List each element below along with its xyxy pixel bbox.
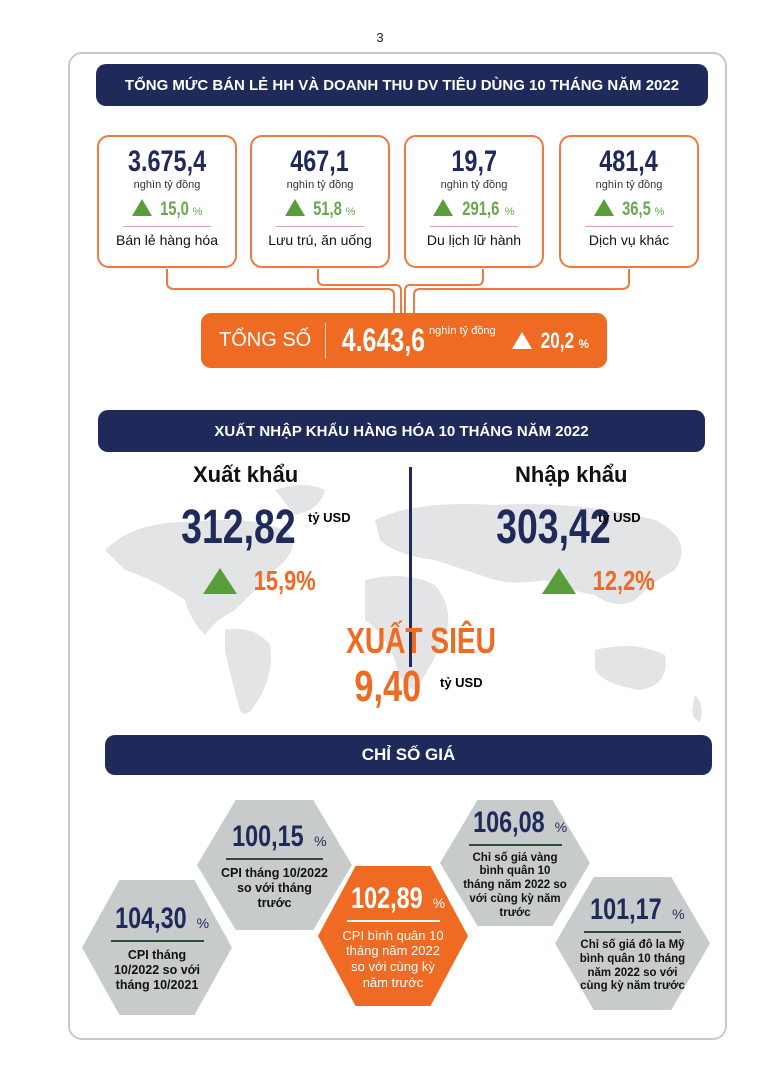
up-arrow-icon bbox=[131, 199, 152, 216]
import-value: 303,42 bbox=[496, 501, 611, 554]
hex-value: 101,17 bbox=[590, 892, 663, 926]
surplus-label: XUẤT SIÊU bbox=[346, 620, 496, 661]
divider bbox=[325, 322, 327, 359]
up-arrow-icon bbox=[542, 568, 576, 594]
retail-card-goods: 3.675,4 nghìn tỷ đồng 15,0% Bán lẻ hàng … bbox=[97, 135, 237, 268]
divider bbox=[468, 843, 562, 846]
card-unit: nghìn tỷ đồng bbox=[286, 179, 354, 191]
pct-sign: % bbox=[345, 206, 356, 218]
card-label: Dịch vụ khác bbox=[588, 232, 670, 248]
import-growth: 12,2% bbox=[592, 565, 655, 596]
import-unit: tỷ USD bbox=[598, 510, 641, 525]
divider bbox=[346, 919, 440, 922]
card-label: Bán lẻ hàng hóa bbox=[116, 232, 218, 248]
retail-card-travel: 19,7 nghìn tỷ đồng 291,6% Du lịch lữ hàn… bbox=[404, 135, 544, 268]
total-label: TỔNG SỐ bbox=[219, 329, 312, 351]
card-growth: 51,8 bbox=[312, 199, 342, 220]
price-hex-gold: 106,08% Chỉ số giá vàng bình quân 10 thá… bbox=[440, 800, 590, 926]
export-label: Xuất khẩu bbox=[193, 462, 299, 487]
surplus-value: 9,40 bbox=[354, 662, 422, 711]
connector-lines bbox=[166, 269, 630, 313]
pct-sign: % bbox=[192, 206, 203, 218]
card-growth: 36,5 bbox=[621, 199, 651, 220]
surplus-unit: tỷ USD bbox=[440, 675, 483, 690]
card-value: 19,7 bbox=[451, 145, 497, 178]
total-growth: 20,2 bbox=[540, 327, 574, 353]
card-unit: nghìn tỷ đồng bbox=[595, 179, 663, 191]
up-arrow-icon bbox=[593, 199, 614, 216]
hex-value: 106,08 bbox=[472, 805, 545, 839]
card-value: 481,4 bbox=[599, 145, 659, 178]
hex-text: Chỉ số giá đô la Mỹ bình quân 10 tháng n… bbox=[579, 938, 686, 993]
trade-title: XUẤT NHẬP KHẨU HÀNG HÓA 10 THÁNG NĂM 202… bbox=[98, 410, 705, 452]
hex-text: CPI tháng 10/2022 so với tháng 10/2021 bbox=[113, 948, 201, 992]
up-arrow-icon bbox=[511, 331, 532, 349]
pct-sign: % bbox=[654, 206, 665, 218]
hex-text: CPI tháng 10/2022 so với tháng trước bbox=[221, 865, 328, 910]
divider bbox=[110, 940, 204, 942]
up-arrow-icon bbox=[284, 199, 305, 216]
export-value: 312,82 bbox=[181, 501, 296, 554]
up-arrow-icon bbox=[433, 199, 454, 216]
card-value: 3.675,4 bbox=[127, 145, 207, 178]
world-map-image bbox=[105, 485, 702, 722]
hex-text: Chỉ số giá vàng bình quân 10 tháng năm 2… bbox=[463, 851, 567, 919]
total-value: 4.643,6 bbox=[341, 322, 426, 358]
retail-title: TỔNG MỨC BÁN LẺ HH VÀ DOANH THU DV TIÊU … bbox=[96, 64, 708, 106]
pct-sign: % bbox=[554, 818, 568, 835]
card-label: Du lịch lữ hành bbox=[426, 232, 522, 248]
pct-sign: % bbox=[672, 905, 685, 922]
pct-sign: % bbox=[314, 832, 327, 849]
price-hex-cpi-yoy: 104,30% CPI tháng 10/2022 so với tháng 1… bbox=[82, 880, 232, 1015]
export-growth: 15,9% bbox=[253, 565, 316, 596]
card-growth: 291,6 bbox=[462, 199, 500, 220]
hex-text: CPI bình quân 10 tháng năm 2022 so với c… bbox=[342, 927, 444, 990]
divider bbox=[226, 857, 323, 860]
hex-value: 100,15 bbox=[232, 819, 305, 853]
pct-sign: % bbox=[196, 915, 210, 931]
retail-card-other-services: 481,4 nghìn tỷ đồng 36,5% Dịch vụ khác bbox=[559, 135, 699, 268]
card-growth: 15,0 bbox=[159, 199, 189, 220]
pct-sign: % bbox=[504, 206, 515, 218]
card-unit: nghìn tỷ đồng bbox=[440, 179, 508, 191]
up-arrow-icon bbox=[203, 568, 237, 594]
card-label: Lưu trú, ăn uống bbox=[268, 232, 372, 248]
retail-card-accommodation: 467,1 nghìn tỷ đồng 51,8% Lưu trú, ăn uố… bbox=[250, 135, 390, 268]
center-divider bbox=[409, 467, 412, 667]
import-label: Nhập khẩu bbox=[515, 462, 628, 487]
pct-sign: % bbox=[432, 894, 446, 911]
export-unit: tỷ USD bbox=[308, 510, 351, 525]
retail-total: TỔNG SỐ 4.643,6 nghìn tỷ đồng 20,2% bbox=[201, 313, 607, 368]
page-frame bbox=[68, 52, 727, 1040]
hex-value: 102,89 bbox=[350, 881, 423, 915]
hex-value: 104,30 bbox=[114, 902, 187, 935]
total-unit: nghìn tỷ đồng bbox=[429, 325, 496, 337]
card-value: 467,1 bbox=[290, 145, 350, 178]
card-unit: nghìn tỷ đồng bbox=[133, 179, 201, 191]
prices-title: CHỈ SỐ GIÁ bbox=[105, 735, 712, 775]
page-number: 3 bbox=[376, 30, 384, 45]
price-hex-cpi-mom: 100,15% CPI tháng 10/2022 so với tháng t… bbox=[197, 800, 352, 930]
divider bbox=[584, 930, 681, 933]
pct-sign: % bbox=[578, 336, 590, 351]
